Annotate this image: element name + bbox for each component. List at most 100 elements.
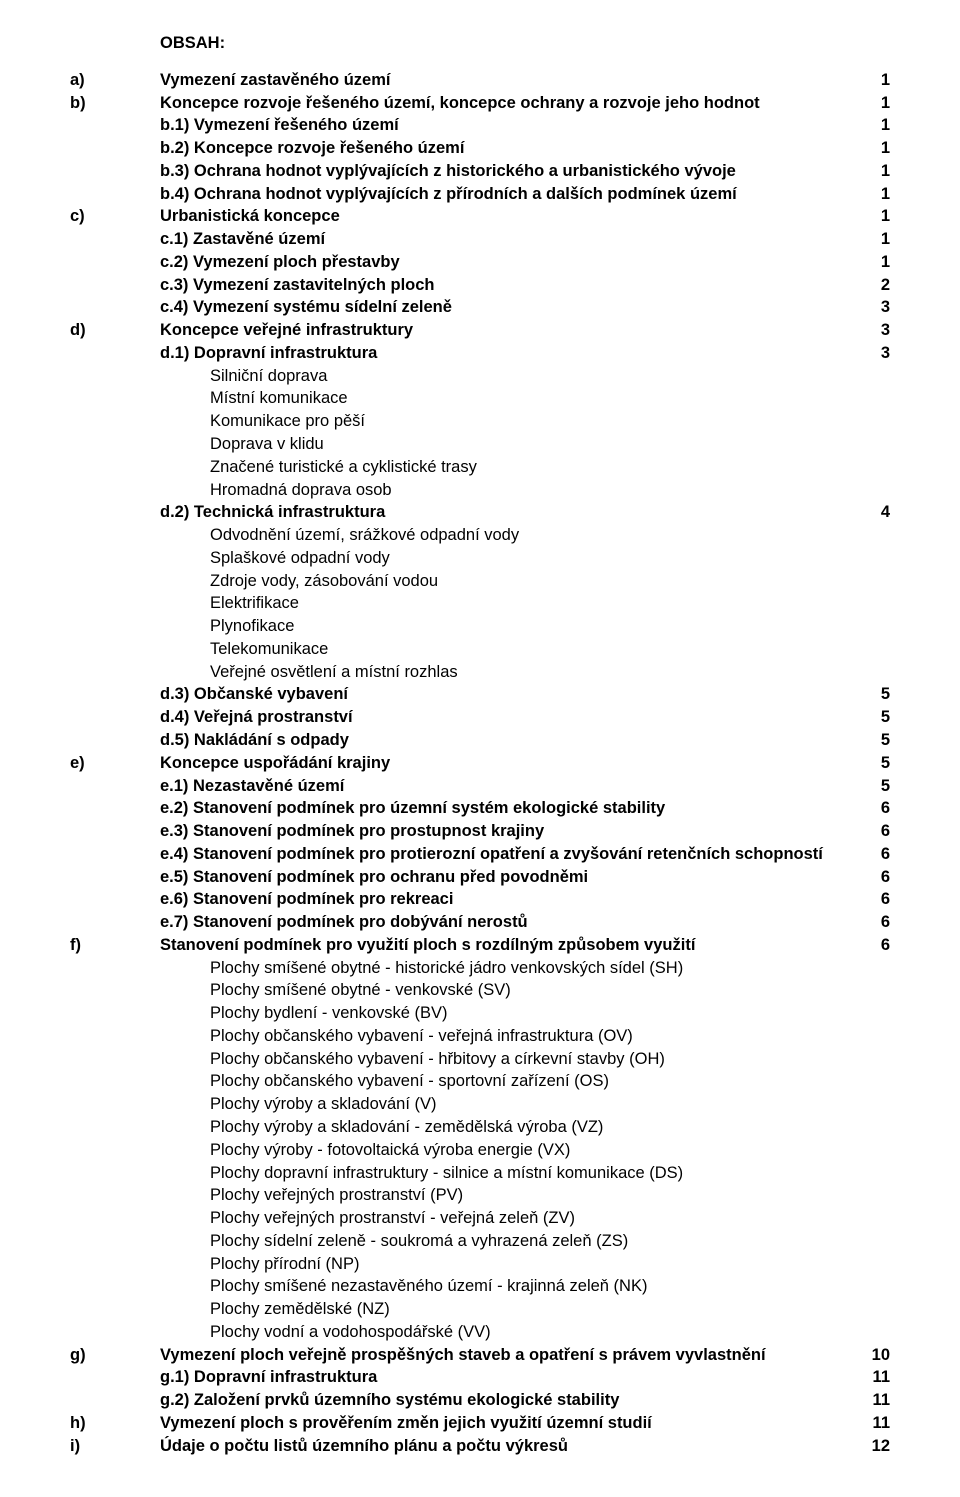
- toc-entry: Elektrifikace: [160, 592, 890, 615]
- toc-entry: Místní komunikace: [160, 387, 890, 410]
- toc-entry: e.2) Stanovení podmínek pro územní systé…: [160, 797, 890, 820]
- toc-entry: d.1) Dopravní infrastruktura3: [160, 342, 890, 365]
- toc-page: 12: [850, 1435, 890, 1458]
- toc-row: e.3) Stanovení podmínek pro prostupnost …: [70, 820, 890, 843]
- toc-row: e.2) Stanovení podmínek pro územní systé…: [70, 797, 890, 820]
- toc-entry: Vymezení ploch s prověřením změn jejich …: [160, 1412, 890, 1435]
- toc-row: d.5) Nakládání s odpady5: [70, 729, 890, 752]
- toc-row: d)Koncepce veřejné infrastruktury3: [70, 319, 890, 342]
- toc-row: Plochy přírodní (NP): [70, 1253, 890, 1276]
- toc-row: Hromadná doprava osob: [70, 479, 890, 502]
- toc-entry: c.3) Vymezení zastavitelných ploch2: [160, 274, 890, 297]
- toc-page: 6: [850, 888, 890, 911]
- toc-page: 6: [850, 797, 890, 820]
- toc-text: b.4) Ochrana hodnot vyplývajících z přír…: [160, 183, 850, 206]
- toc-container: a)Vymezení zastavěného území1b)Koncepce …: [70, 69, 890, 1458]
- toc-text: d.3) Občanské vybavení: [160, 683, 850, 706]
- toc-row: b)Koncepce rozvoje řešeného území, konce…: [70, 92, 890, 115]
- toc-text: Urbanistická koncepce: [160, 205, 850, 228]
- toc-text: Plochy občanského vybavení - hřbitovy a …: [160, 1048, 850, 1071]
- toc-text: Plochy výroby a skladování - zemědělská …: [160, 1116, 850, 1139]
- toc-row: Plochy sídelní zeleně - soukromá a vyhra…: [70, 1230, 890, 1253]
- page-title: OBSAH:: [160, 32, 890, 55]
- toc-letter: i): [70, 1435, 160, 1458]
- toc-text: Značené turistické a cyklistické trasy: [160, 456, 850, 479]
- toc-row: e.4) Stanovení podmínek pro protierozní …: [70, 843, 890, 866]
- toc-row: c.3) Vymezení zastavitelných ploch2: [70, 274, 890, 297]
- toc-page: 1: [850, 160, 890, 183]
- toc-row: d.3) Občanské vybavení5: [70, 683, 890, 706]
- toc-text: Silniční doprava: [160, 365, 850, 388]
- toc-letter: b): [70, 92, 160, 115]
- toc-entry: b.3) Ochrana hodnot vyplývajících z hist…: [160, 160, 890, 183]
- toc-page: 5: [850, 752, 890, 775]
- toc-entry: Koncepce uspořádání krajiny5: [160, 752, 890, 775]
- toc-text: Splaškové odpadní vody: [160, 547, 850, 570]
- toc-page: 1: [850, 137, 890, 160]
- toc-entry: Plynofikace: [160, 615, 890, 638]
- toc-row: e.6) Stanovení podmínek pro rekreaci6: [70, 888, 890, 911]
- toc-row: Místní komunikace: [70, 387, 890, 410]
- toc-page: 1: [850, 251, 890, 274]
- toc-row: b.4) Ochrana hodnot vyplývajících z přír…: [70, 183, 890, 206]
- toc-entry: b.2) Koncepce rozvoje řešeného území1: [160, 137, 890, 160]
- toc-text: e.1) Nezastavěné území: [160, 775, 850, 798]
- toc-page: 10: [850, 1344, 890, 1367]
- toc-page: 11: [850, 1389, 890, 1412]
- toc-text: c.3) Vymezení zastavitelných ploch: [160, 274, 850, 297]
- toc-page: 3: [850, 296, 890, 319]
- toc-page: 1: [850, 69, 890, 92]
- toc-row: Zdroje vody, zásobování vodou: [70, 570, 890, 593]
- toc-letter: h): [70, 1412, 160, 1435]
- toc-page: 1: [850, 228, 890, 251]
- toc-entry: Plochy bydlení - venkovské (BV): [160, 1002, 890, 1025]
- toc-text: Plochy vodní a vodohospodářské (VV): [160, 1321, 850, 1344]
- toc-text: e.6) Stanovení podmínek pro rekreaci: [160, 888, 850, 911]
- toc-text: Plochy výroby - fotovoltaická výroba ene…: [160, 1139, 850, 1162]
- toc-row: Veřejné osvětlení a místní rozhlas: [70, 661, 890, 684]
- toc-page: 4: [850, 501, 890, 524]
- toc-entry: Plochy výroby a skladování - zemědělská …: [160, 1116, 890, 1139]
- toc-entry: d.3) Občanské vybavení5: [160, 683, 890, 706]
- toc-row: f)Stanovení podmínek pro využití ploch s…: [70, 934, 890, 957]
- toc-row: d.1) Dopravní infrastruktura3: [70, 342, 890, 365]
- toc-text: Plochy občanského vybavení - sportovní z…: [160, 1070, 850, 1093]
- toc-entry: Vymezení zastavěného území1: [160, 69, 890, 92]
- toc-entry: Veřejné osvětlení a místní rozhlas: [160, 661, 890, 684]
- toc-text: d.4) Veřejná prostranství: [160, 706, 850, 729]
- toc-entry: Hromadná doprava osob: [160, 479, 890, 502]
- toc-row: Silniční doprava: [70, 365, 890, 388]
- toc-entry: b.4) Ochrana hodnot vyplývajících z přír…: [160, 183, 890, 206]
- toc-text: Plochy přírodní (NP): [160, 1253, 850, 1276]
- toc-entry: Urbanistická koncepce1: [160, 205, 890, 228]
- toc-entry: Plochy veřejných prostranství (PV): [160, 1184, 890, 1207]
- toc-text: b.3) Ochrana hodnot vyplývajících z hist…: [160, 160, 850, 183]
- toc-entry: g.2) Založení prvků územního systému eko…: [160, 1389, 890, 1412]
- toc-row: Značené turistické a cyklistické trasy: [70, 456, 890, 479]
- toc-entry: d.4) Veřejná prostranství5: [160, 706, 890, 729]
- toc-entry: Plochy smíšené obytné - historické jádro…: [160, 957, 890, 980]
- toc-row: Plynofikace: [70, 615, 890, 638]
- toc-text: g.1) Dopravní infrastruktura: [160, 1366, 850, 1389]
- toc-entry: Plochy zemědělské (NZ): [160, 1298, 890, 1321]
- toc-text: Doprava v klidu: [160, 433, 850, 456]
- toc-row: Plochy výroby a skladování (V): [70, 1093, 890, 1116]
- toc-text: e.5) Stanovení podmínek pro ochranu před…: [160, 866, 850, 889]
- toc-entry: Telekomunikace: [160, 638, 890, 661]
- toc-entry: Plochy výroby a skladování (V): [160, 1093, 890, 1116]
- toc-text: d.5) Nakládání s odpady: [160, 729, 850, 752]
- toc-text: Plochy smíšené obytné - venkovské (SV): [160, 979, 850, 1002]
- toc-text: d.2) Technická infrastruktura: [160, 501, 850, 524]
- toc-text: d.1) Dopravní infrastruktura: [160, 342, 850, 365]
- toc-text: Koncepce rozvoje řešeného území, koncepc…: [160, 92, 850, 115]
- toc-page: 1: [850, 205, 890, 228]
- toc-row: e.5) Stanovení podmínek pro ochranu před…: [70, 866, 890, 889]
- toc-text: Vymezení zastavěného území: [160, 69, 850, 92]
- toc-row: b.3) Ochrana hodnot vyplývajících z hist…: [70, 160, 890, 183]
- toc-page: 3: [850, 342, 890, 365]
- toc-row: Plochy občanského vybavení - hřbitovy a …: [70, 1048, 890, 1071]
- toc-row: Plochy bydlení - venkovské (BV): [70, 1002, 890, 1025]
- toc-entry: Koncepce veřejné infrastruktury3: [160, 319, 890, 342]
- toc-text: g.2) Založení prvků územního systému eko…: [160, 1389, 850, 1412]
- toc-row: Plochy veřejných prostranství - veřejná …: [70, 1207, 890, 1230]
